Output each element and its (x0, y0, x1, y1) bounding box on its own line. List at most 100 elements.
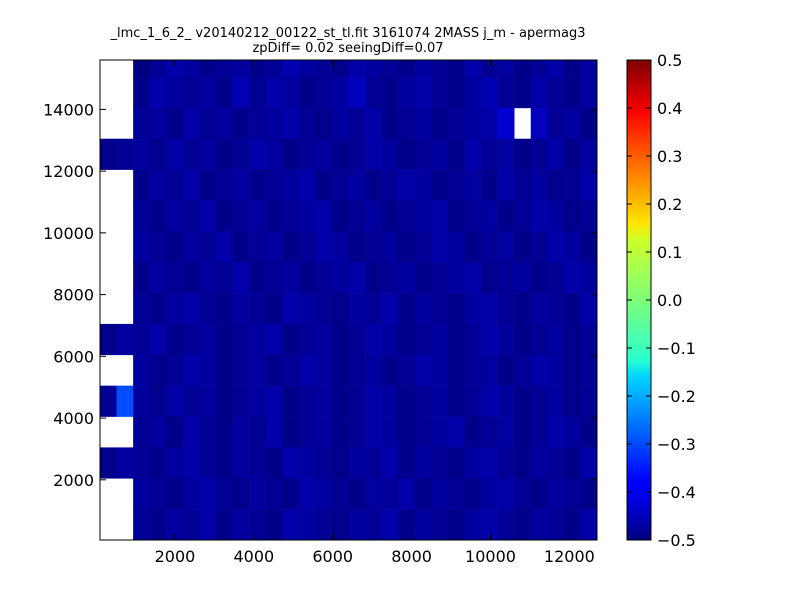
heatmap-cell (547, 76, 565, 109)
heatmap-cell (166, 416, 184, 448)
y-tick-label: 6000 (53, 347, 94, 366)
heatmap-cell (315, 323, 333, 356)
heatmap-cell (232, 323, 250, 356)
heatmap-cell (265, 169, 283, 201)
heatmap-cell (348, 354, 366, 386)
heatmap-cell (149, 231, 167, 263)
heatmap-cell (514, 262, 532, 294)
heatmap-cell (547, 107, 565, 140)
heatmap-cell (315, 76, 333, 109)
heatmap-cell (464, 169, 482, 201)
heatmap-cell (580, 200, 598, 232)
heatmap-cell (464, 478, 482, 510)
heatmap-cell (149, 293, 167, 325)
heatmap-cell (348, 138, 366, 170)
heatmap-cell (149, 509, 167, 541)
heatmap-cell (464, 385, 482, 417)
colorbar-tick-label: 0.0 (657, 291, 682, 310)
heatmap-cell (331, 478, 349, 510)
heatmap-cell (249, 478, 266, 510)
heatmap-cell (398, 447, 416, 479)
heatmap-cell (199, 478, 217, 510)
heatmap-cell (265, 478, 283, 510)
heatmap-cell (265, 76, 283, 109)
heatmap-cell (414, 416, 432, 448)
heatmap-cell (149, 354, 167, 386)
heatmap-cell (232, 60, 250, 78)
heatmap-cell (547, 262, 565, 294)
heatmap-cell (315, 478, 333, 510)
heatmap-cell (414, 478, 432, 510)
heatmap-cell (398, 200, 416, 232)
heatmap-cell (249, 447, 266, 479)
heatmap-cell (464, 509, 482, 541)
heatmap-cell (580, 231, 598, 263)
heatmap-cell (282, 509, 300, 541)
heatmap-cell (298, 107, 316, 140)
heatmap-cell (215, 293, 233, 325)
heatmap-cell (348, 323, 366, 356)
heatmap-cell (497, 323, 515, 356)
heatmap-cell (414, 200, 432, 232)
heatmap-cell (464, 231, 482, 263)
heatmap-cell (182, 169, 200, 201)
heatmap-cell (199, 200, 217, 232)
heatmap-cell (199, 76, 217, 109)
heatmap-cell (182, 354, 200, 386)
heatmap-cell (530, 416, 548, 448)
chart-title-line1: _lmc_1_6_2_ v20140212_00122_st_tl.fit 31… (110, 26, 586, 41)
heatmap-cell (265, 138, 283, 170)
heatmap-cell (331, 200, 349, 232)
heatmap-cell (530, 262, 548, 294)
heatmap-cell (497, 76, 515, 109)
heatmap-cell (265, 293, 283, 325)
heatmap-cell (315, 231, 333, 263)
heatmap-cell (431, 138, 449, 170)
heatmap-cell (199, 60, 217, 78)
heatmap-cell (464, 60, 482, 78)
heatmap-cell (133, 231, 150, 263)
heatmap-cell (232, 478, 250, 510)
heatmap-cell (100, 138, 117, 170)
heatmap-cell (563, 416, 581, 448)
heatmap-cell (481, 200, 498, 232)
heatmap-cell (497, 60, 515, 78)
heatmap-cell (365, 447, 382, 479)
heatmap-cell (215, 262, 233, 294)
colorbar-tick-label: 0.2 (657, 195, 682, 214)
heatmap-cell (199, 416, 217, 448)
heatmap-cell (282, 76, 300, 109)
heatmap-cell (381, 447, 399, 479)
heatmap-cell (547, 416, 565, 448)
heatmap-cell (398, 169, 416, 201)
heatmap-cell (199, 138, 217, 170)
heatmap-cell (282, 200, 300, 232)
heatmap-cell (348, 509, 366, 541)
heatmap-cell (249, 416, 266, 448)
colorbar-tick-label: −0.4 (657, 483, 696, 502)
heatmap-cell (149, 60, 167, 78)
heatmap-cell (580, 354, 598, 386)
heatmap-cell (133, 478, 150, 510)
heatmap-cell (282, 60, 300, 78)
heatmap-cell (215, 76, 233, 109)
heatmap-cell (530, 231, 548, 263)
heatmap-cell (365, 385, 382, 417)
heatmap-cell (298, 323, 316, 356)
heatmap-cell (249, 509, 266, 541)
heatmap-cell (381, 293, 399, 325)
heatmap-cell (232, 416, 250, 448)
heatmap-cell (298, 169, 316, 201)
heatmap-cell (331, 385, 349, 417)
heatmap-cell (298, 200, 316, 232)
heatmap-cell (215, 447, 233, 479)
heatmap-cell (481, 107, 498, 140)
heatmap-cell (331, 323, 349, 356)
heatmap-cell (381, 60, 399, 78)
heatmap-cell (282, 169, 300, 201)
heatmap-cell (348, 385, 366, 417)
heatmap-cell (563, 354, 581, 386)
heatmap-cell (215, 60, 233, 78)
heatmap-cell (182, 76, 200, 109)
